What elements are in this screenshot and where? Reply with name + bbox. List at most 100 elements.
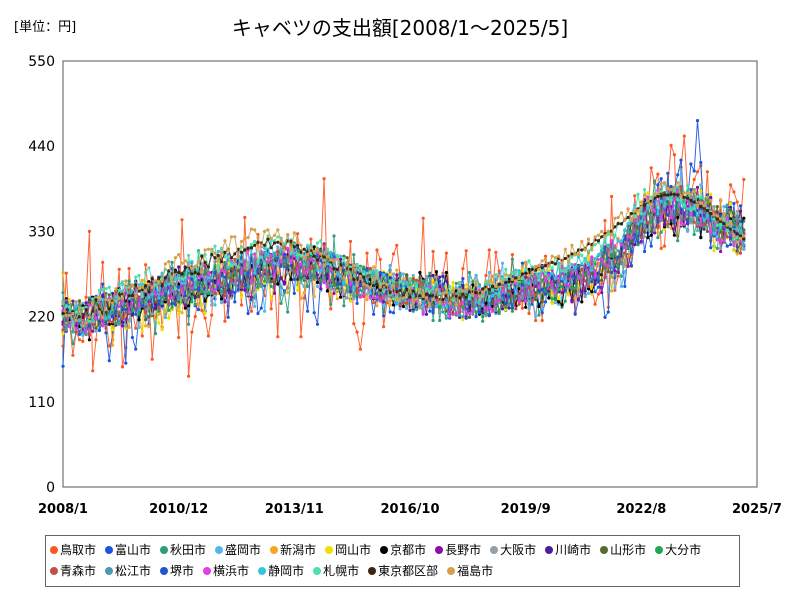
data-point bbox=[203, 280, 207, 285]
data-point bbox=[216, 273, 220, 278]
data-point bbox=[547, 283, 551, 287]
data-point bbox=[666, 187, 670, 191]
data-point bbox=[619, 243, 624, 247]
data-point bbox=[114, 287, 118, 291]
data-point bbox=[368, 296, 372, 300]
data-point bbox=[679, 194, 683, 198]
data-point bbox=[576, 297, 581, 301]
data-point bbox=[431, 318, 435, 323]
data-point bbox=[596, 280, 601, 284]
data-point bbox=[494, 308, 498, 312]
data-point bbox=[306, 309, 310, 313]
data-point bbox=[418, 305, 422, 309]
data-point bbox=[421, 279, 425, 283]
data-point bbox=[276, 235, 280, 239]
data-point bbox=[286, 258, 290, 262]
data-point bbox=[253, 228, 257, 232]
data-point bbox=[583, 248, 587, 252]
data-point bbox=[646, 191, 650, 195]
data-point bbox=[672, 221, 677, 225]
legend-marker bbox=[490, 545, 499, 554]
data-point bbox=[428, 271, 432, 275]
data-point bbox=[233, 276, 237, 280]
data-point bbox=[358, 274, 362, 278]
data-point bbox=[656, 236, 660, 240]
data-point bbox=[329, 250, 333, 254]
data-point bbox=[239, 295, 244, 299]
data-point bbox=[319, 252, 323, 256]
data-point bbox=[246, 249, 250, 253]
data-point bbox=[534, 298, 538, 302]
data-point bbox=[302, 270, 306, 275]
data-point bbox=[507, 280, 511, 284]
data-point bbox=[325, 262, 329, 266]
data-point bbox=[309, 237, 313, 241]
data-point bbox=[213, 256, 217, 260]
data-point bbox=[140, 329, 144, 333]
data-point bbox=[689, 221, 693, 225]
data-point bbox=[461, 277, 465, 281]
data-point bbox=[576, 274, 581, 278]
data-point bbox=[289, 239, 293, 244]
data-point bbox=[272, 239, 277, 243]
data-point bbox=[497, 292, 501, 296]
data-point bbox=[94, 316, 98, 320]
data-point bbox=[484, 312, 488, 316]
data-point bbox=[676, 193, 680, 197]
data-point bbox=[610, 275, 614, 279]
data-point bbox=[702, 219, 706, 223]
data-point bbox=[309, 257, 313, 261]
data-point bbox=[368, 291, 372, 295]
data-point bbox=[557, 302, 561, 306]
data-point bbox=[623, 251, 627, 255]
data-point bbox=[686, 191, 690, 195]
data-point bbox=[150, 292, 154, 296]
data-point bbox=[662, 204, 667, 208]
data-point bbox=[239, 260, 244, 264]
data-point bbox=[259, 255, 263, 259]
data-point bbox=[269, 246, 273, 250]
data-point bbox=[289, 277, 293, 281]
data-point bbox=[272, 261, 277, 265]
data-point bbox=[77, 318, 82, 323]
data-point bbox=[576, 255, 581, 259]
data-point bbox=[137, 318, 141, 322]
data-point bbox=[180, 291, 184, 295]
data-point bbox=[276, 246, 280, 250]
data-point bbox=[610, 232, 614, 237]
data-point bbox=[458, 296, 462, 300]
data-point bbox=[269, 307, 273, 311]
data-point bbox=[292, 231, 296, 235]
data-point bbox=[666, 193, 670, 197]
data-point bbox=[646, 199, 650, 203]
data-point bbox=[530, 272, 534, 276]
data-point bbox=[742, 234, 746, 238]
data-point bbox=[382, 273, 386, 277]
data-point bbox=[339, 282, 343, 286]
data-point bbox=[302, 247, 306, 251]
data-point bbox=[200, 308, 204, 312]
data-point bbox=[524, 299, 528, 303]
data-point bbox=[61, 314, 65, 318]
data-point bbox=[368, 270, 372, 274]
data-point bbox=[709, 196, 713, 200]
data-point bbox=[289, 260, 293, 264]
data-point bbox=[107, 298, 111, 302]
legend-label: 松江市 bbox=[115, 564, 152, 578]
data-point bbox=[653, 231, 657, 235]
data-point bbox=[679, 158, 683, 162]
data-point bbox=[111, 304, 115, 308]
data-point bbox=[448, 301, 452, 305]
data-point bbox=[352, 263, 356, 268]
data-point bbox=[616, 222, 620, 226]
data-point bbox=[633, 232, 637, 237]
data-point bbox=[672, 192, 677, 196]
data-point bbox=[206, 247, 210, 251]
data-point bbox=[428, 276, 432, 280]
data-point bbox=[464, 311, 468, 316]
data-point bbox=[653, 179, 657, 183]
legend-label: 秋田市 bbox=[170, 543, 207, 557]
data-point bbox=[206, 291, 210, 295]
data-point bbox=[246, 265, 250, 269]
data-point bbox=[177, 276, 181, 280]
